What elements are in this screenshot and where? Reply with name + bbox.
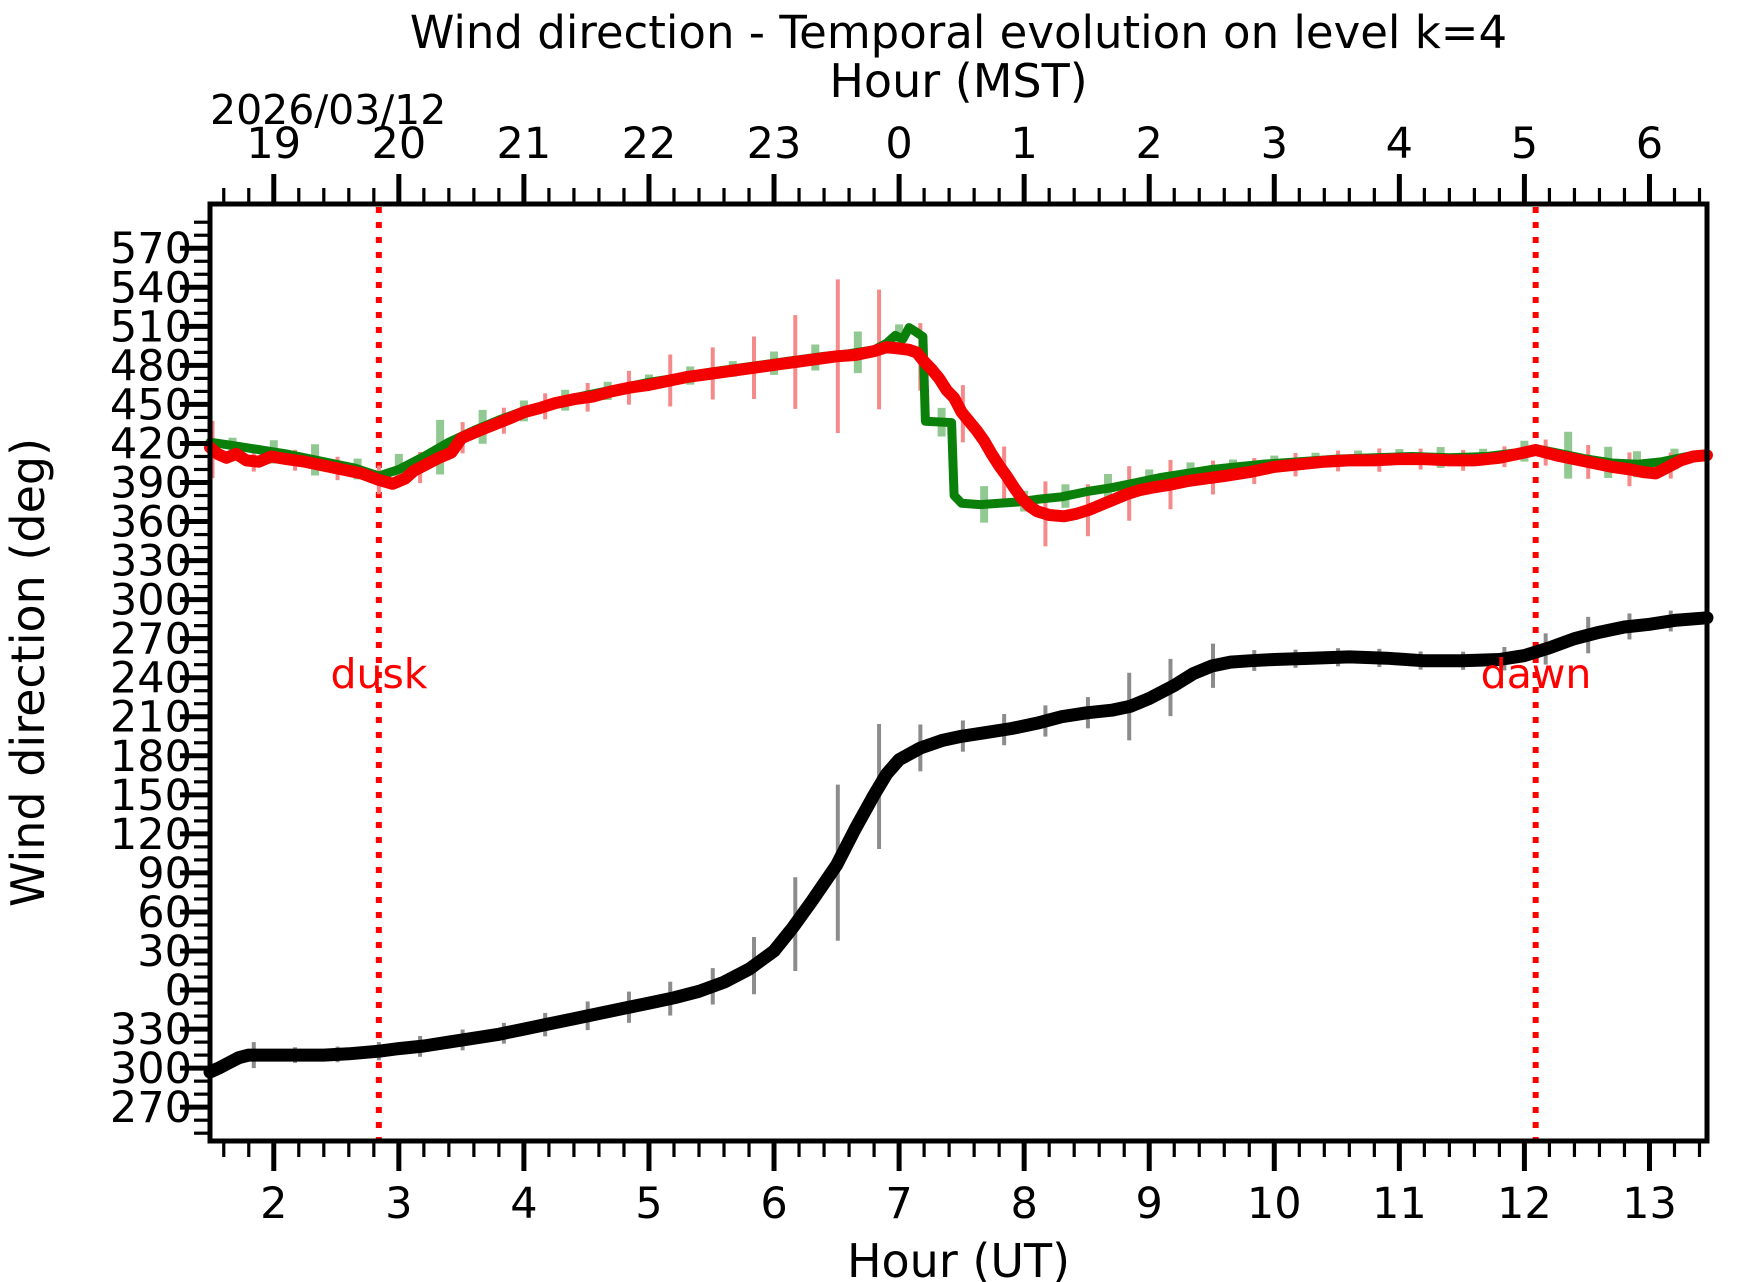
y-tick-label: 330	[110, 1005, 192, 1055]
x-tick-label-top: 19	[246, 119, 301, 169]
x-tick-label-bottom: 5	[635, 1179, 662, 1229]
x-tick-label-bottom: 11	[1372, 1179, 1427, 1229]
x-tick-label-top: 5	[1511, 119, 1538, 169]
x-tick-label-bottom: 12	[1497, 1179, 1552, 1229]
y-tick-label: 330	[110, 537, 192, 587]
y-tick-label: 480	[110, 341, 192, 391]
left-axis-label: Wind direction (deg)	[1, 438, 55, 907]
plot-frame	[207, 201, 1710, 1144]
chart-title: Wind direction - Temporal evolution on l…	[409, 6, 1508, 59]
y-tick-label: 570	[110, 224, 192, 274]
x-tick-label-top: 6	[1636, 119, 1663, 169]
x-tick-label-bottom: 7	[885, 1179, 912, 1229]
x-tick-label-bottom: 2	[260, 1179, 287, 1229]
dawn-annotation: dawn	[1480, 650, 1592, 698]
date-label: 2026/03/12	[210, 86, 447, 134]
x-tick-label-top: 3	[1261, 119, 1288, 169]
y-tick-label: 180	[110, 732, 192, 782]
y-tick-label: 210	[110, 693, 192, 743]
x-tick-label-top: 21	[497, 119, 552, 169]
y-tick-label: 420	[110, 419, 192, 469]
y-tick-label: 450	[110, 380, 192, 430]
y-tick-label: 300	[110, 576, 192, 626]
x-tick-label-bottom: 4	[510, 1179, 537, 1229]
y-tick-label: 510	[110, 302, 192, 352]
red-line	[204, 341, 1713, 523]
top-axis-label: Hour (MST)	[829, 54, 1088, 108]
y-tick-label: 270	[110, 615, 192, 665]
bottom-axis-label: Hour (UT)	[846, 1234, 1071, 1282]
y-tick-label: 0	[165, 966, 192, 1016]
black-line	[203, 611, 1714, 1079]
x-tick-label-bottom: 8	[1010, 1179, 1037, 1229]
x-tick-label-bottom: 9	[1136, 1179, 1163, 1229]
x-tick-label-top: 22	[622, 119, 677, 169]
y-tick-label: 120	[110, 810, 192, 860]
x-tick-label-bottom: 13	[1622, 1179, 1677, 1229]
y-tick-label: 300	[110, 1044, 192, 1094]
y-tick-label: 360	[110, 498, 192, 548]
y-tick-label: 390	[110, 458, 192, 508]
y-tick-label: 240	[110, 654, 192, 704]
x-tick-label-top: 1	[1010, 119, 1037, 169]
x-tick-label-top: 0	[885, 119, 912, 169]
y-tick-label: 60	[137, 888, 192, 938]
y-tick-label: 30	[137, 927, 192, 977]
y-tick-label: 90	[137, 849, 192, 899]
y-tick-label: 540	[110, 263, 192, 313]
dusk-annotation: dusk	[330, 650, 428, 698]
x-tick-label-top: 23	[747, 119, 802, 169]
x-tick-label-top: 20	[371, 119, 426, 169]
x-tick-label-bottom: 3	[385, 1179, 412, 1229]
x-tick-label-top: 2	[1136, 119, 1163, 169]
x-tick-label-bottom: 10	[1247, 1179, 1302, 1229]
x-tick-label-top: 4	[1386, 119, 1413, 169]
y-tick-label: 270	[110, 1083, 192, 1133]
y-tick-label: 150	[110, 771, 192, 821]
x-tick-label-bottom: 6	[760, 1179, 787, 1229]
